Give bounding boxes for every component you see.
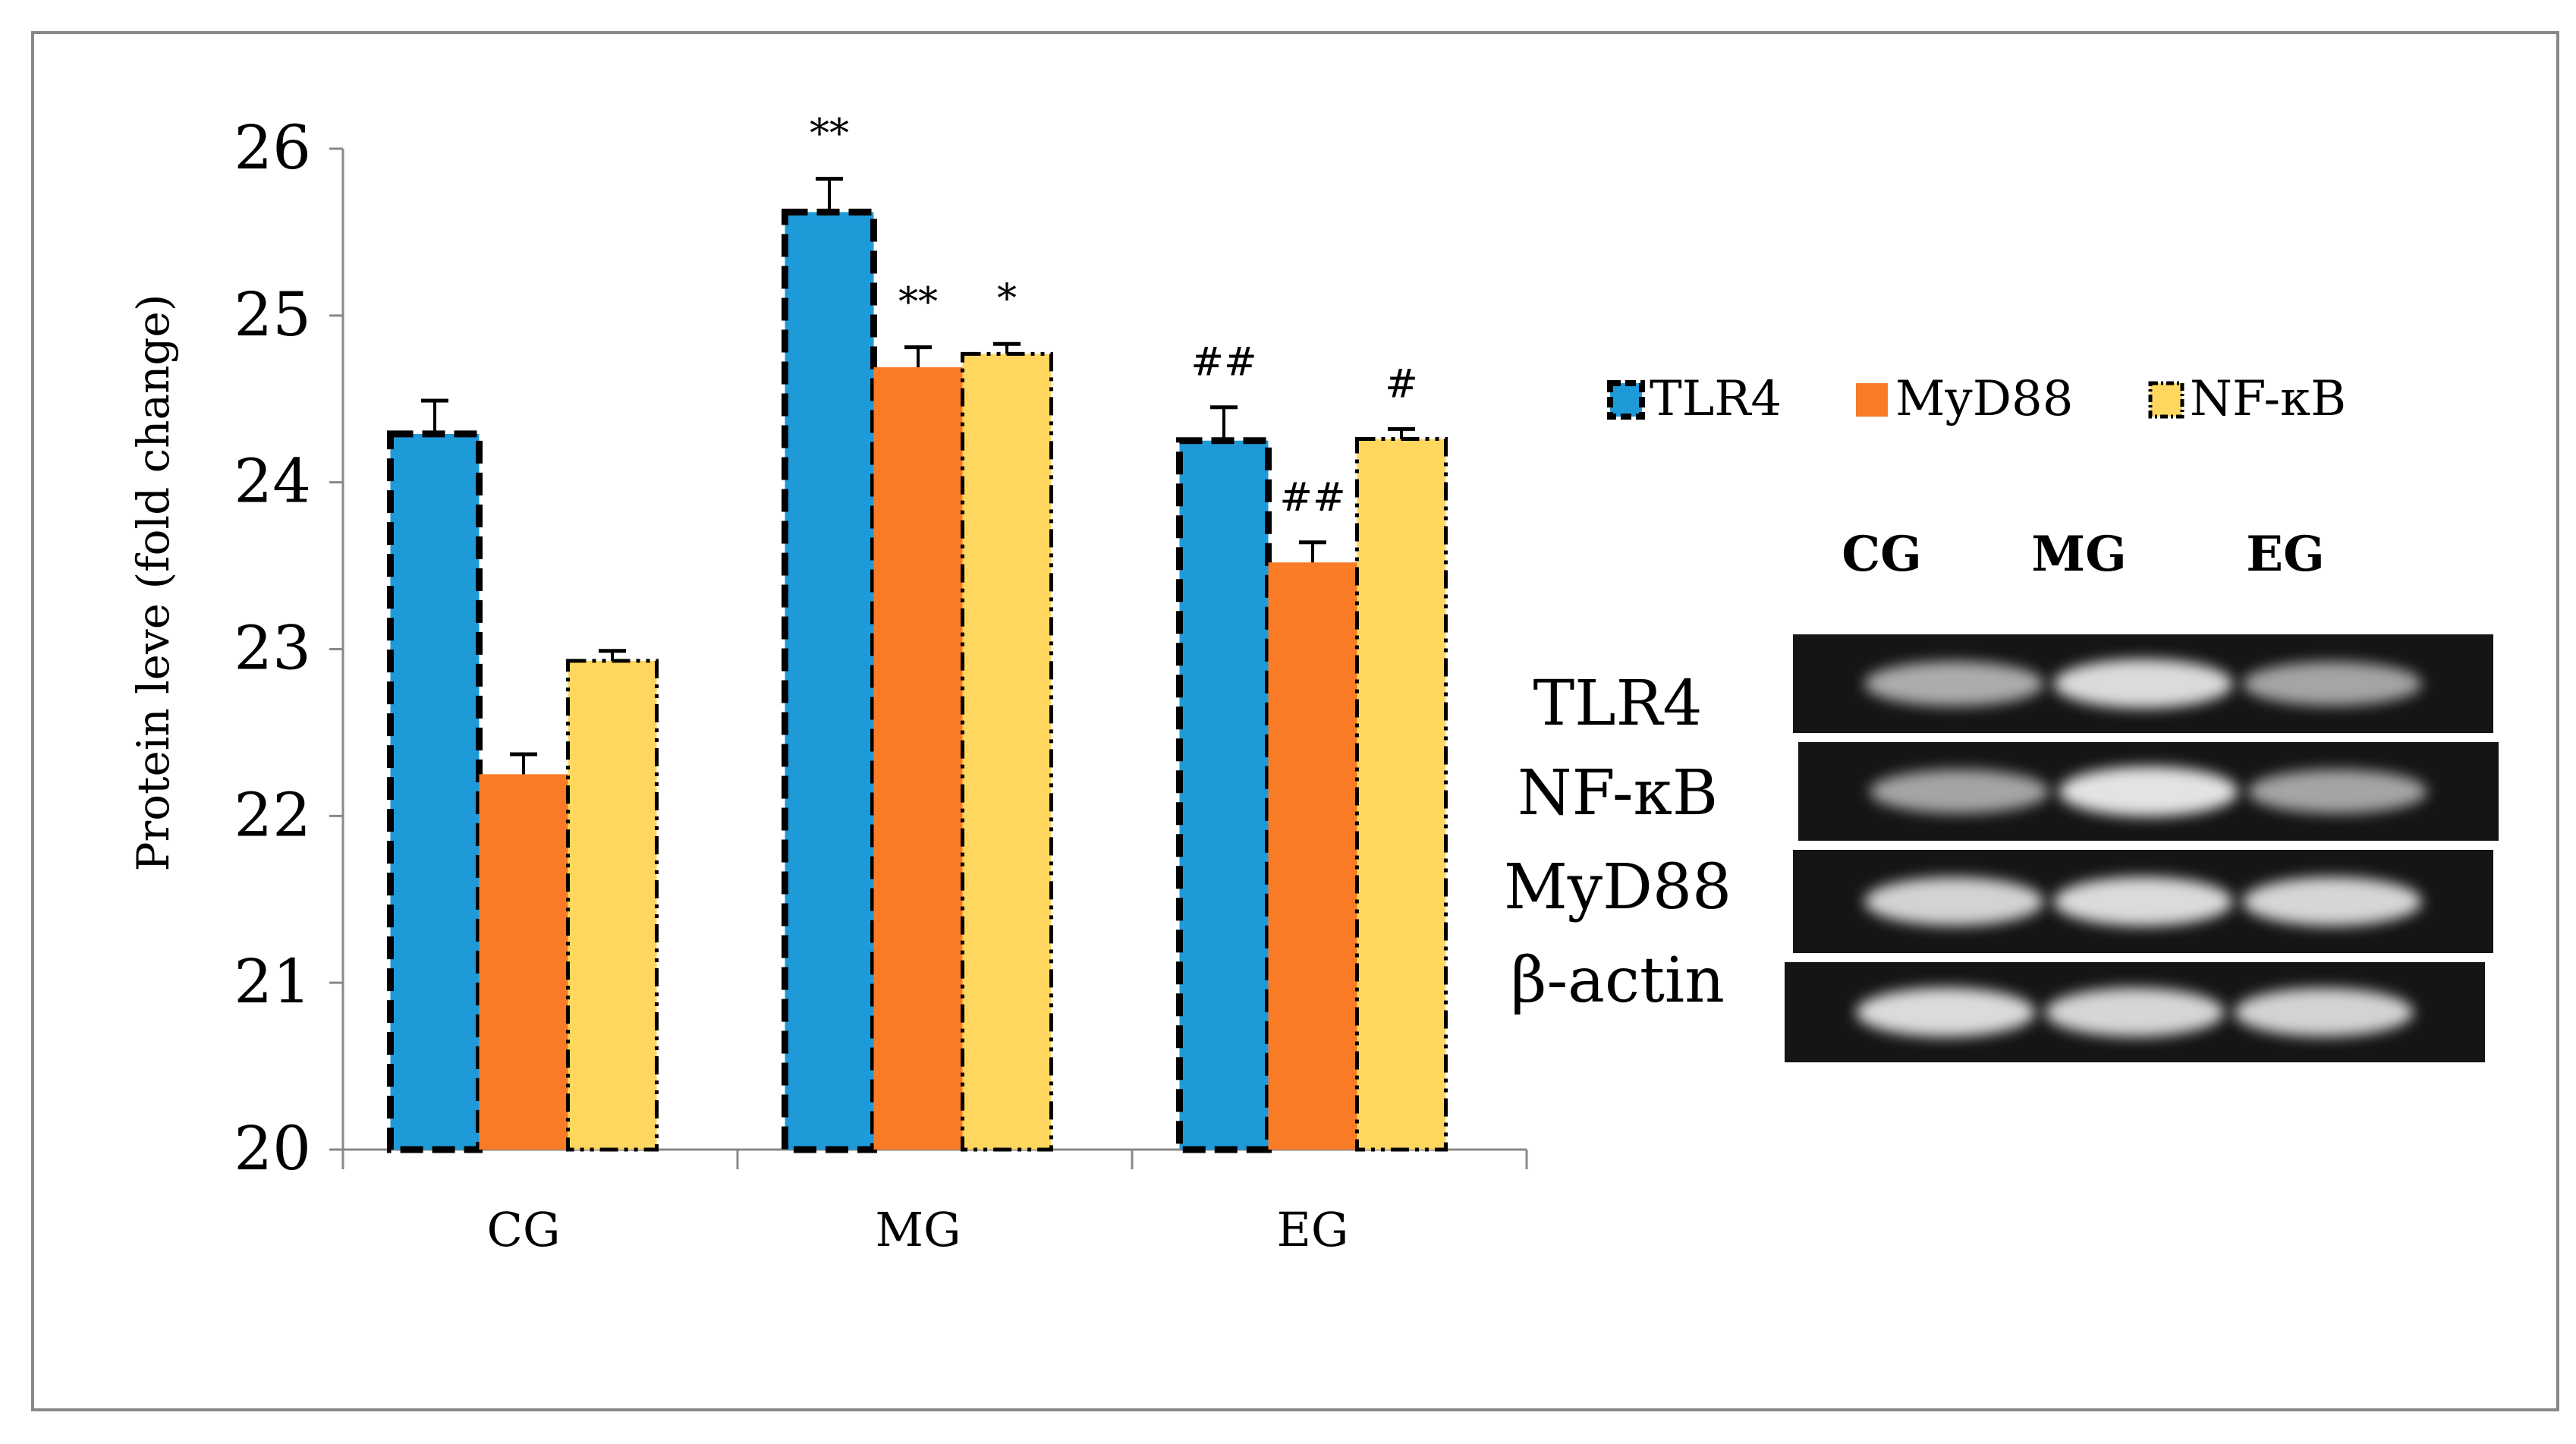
x-tick-label: MG [875, 1202, 961, 1257]
blot-band [2059, 766, 2238, 816]
blot-row-label: TLR4 [1533, 668, 1702, 740]
legend-label-nf-κb: NF-κB [2190, 371, 2346, 427]
bar-myd88-mg [873, 367, 963, 1150]
blot-band [1864, 661, 2044, 706]
blot-band [2045, 987, 2225, 1037]
blot-band [2242, 662, 2422, 706]
blot-band [2242, 876, 2422, 926]
bar-myd88-eg [1268, 562, 1357, 1150]
x-tick-label: EG [1277, 1202, 1349, 1257]
blot-band [2234, 988, 2414, 1037]
blot-lane-label: MG [2031, 526, 2127, 583]
significance-label: # [1385, 361, 1418, 407]
y-tick-label: 25 [234, 279, 311, 350]
bar-nf-κb-cg [568, 660, 657, 1150]
blot-band [2053, 876, 2233, 926]
bar-tlr4-mg [785, 212, 874, 1150]
legend-label-myd88: MyD88 [1895, 371, 2073, 427]
bar-nf-κb-mg [962, 354, 1052, 1150]
blot-band [1864, 877, 2044, 926]
y-tick-label: 23 [234, 613, 311, 684]
significance-label: ## [1279, 475, 1345, 521]
y-tick-label: 21 [234, 946, 311, 1017]
blot-row-label: NF-κB [1518, 757, 1718, 829]
blot-band [1870, 769, 2049, 813]
legend-swatch-outline [2148, 381, 2184, 419]
blot-row-label: MyD88 [1504, 851, 1731, 923]
western-blot: CG MG EG TLR4 NF-κB MyD88 β-actin [1504, 526, 2499, 1062]
y-tick-label: 26 [234, 112, 311, 183]
significance-label: ** [810, 112, 849, 157]
significance-label: ## [1190, 340, 1257, 385]
legend-swatch-myd88 [1856, 383, 1888, 417]
legend: TLR4 MyD88 NF-κB [1607, 371, 2346, 427]
y-tick-label: 22 [234, 779, 311, 850]
blot-band [2247, 769, 2427, 813]
blot-row-label: β-actin [1511, 945, 1725, 1017]
y-axis-title: Protein leve (fold change) [127, 294, 179, 871]
blot-lane-label: CG [1842, 526, 1922, 583]
blot-lane-label: EG [2246, 526, 2324, 583]
legend-swatch-nf-κb [2150, 383, 2182, 417]
significance-label: ** [898, 280, 938, 326]
y-tick-label: 24 [234, 446, 311, 517]
bar-tlr4-eg [1179, 440, 1269, 1150]
x-tick-label: CG [487, 1202, 561, 1257]
bar-nf-κb-eg [1357, 439, 1446, 1150]
significance-label: * [997, 276, 1017, 322]
legend-swatch-outline [1607, 380, 1645, 420]
y-tick-label: 20 [234, 1113, 311, 1184]
blot-band [1856, 987, 2036, 1037]
legend-label-tlr4: TLR4 [1650, 371, 1782, 427]
legend-swatch-tlr4 [1610, 383, 1642, 417]
bar-tlr4-cg [390, 433, 480, 1150]
blot-band [2053, 659, 2233, 709]
bar-myd88-cg [479, 774, 568, 1150]
